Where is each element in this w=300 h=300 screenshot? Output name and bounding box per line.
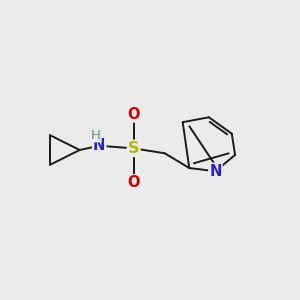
Text: O: O [128, 175, 140, 190]
Text: N: N [93, 138, 106, 153]
Text: H: H [91, 129, 101, 142]
Text: N: N [209, 164, 222, 179]
Text: O: O [128, 106, 140, 122]
Text: S: S [128, 141, 140, 156]
